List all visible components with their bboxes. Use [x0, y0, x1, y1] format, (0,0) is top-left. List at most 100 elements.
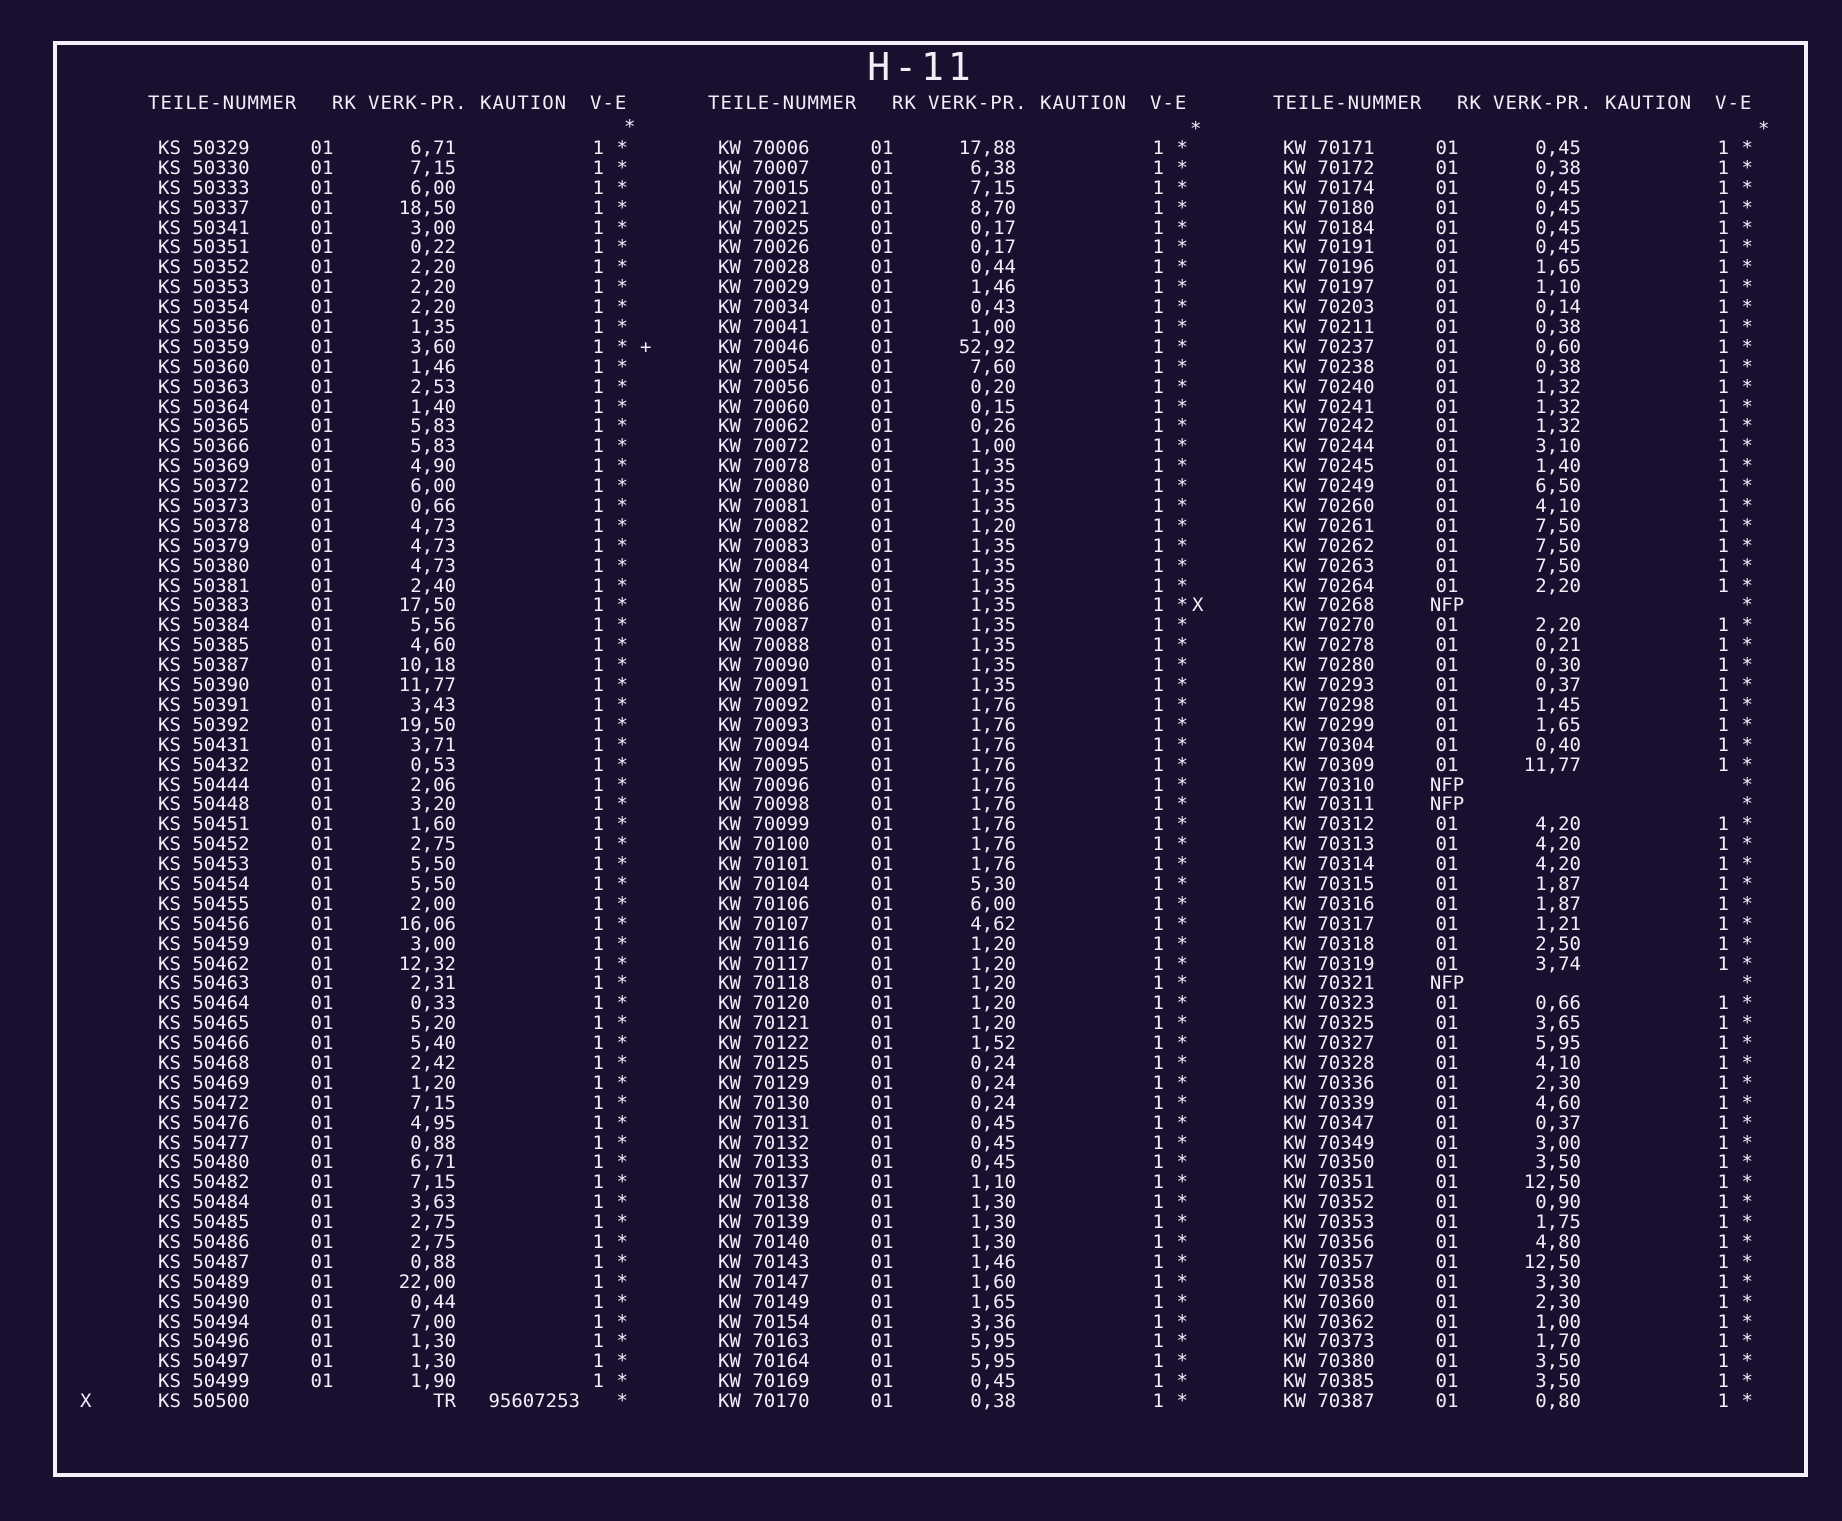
row-star: * [1176, 1051, 1188, 1074]
part-number: KW 70313 [1283, 833, 1375, 856]
row-star: * [616, 276, 628, 299]
table-row: KW 70323 01 0,66 1 * [1205, 993, 1779, 1013]
sale-price: 0,45 [1535, 196, 1581, 219]
rk-code: 01 [870, 574, 894, 597]
table-row: KW 70116 01 1,20 1 * [640, 934, 1214, 954]
kaution [460, 1033, 580, 1053]
row-flag [1753, 1272, 1779, 1292]
part-number: KS 50341 [158, 216, 250, 239]
v-e-quantity: 1 [592, 455, 604, 478]
sale-price: 0,24 [970, 1071, 1016, 1094]
table-row: KS 50379 01 4,73 1 * [80, 536, 654, 556]
v-e-quantity: 1 [1717, 296, 1729, 319]
part-number: KW 70093 [718, 713, 810, 736]
row-mark [80, 397, 158, 417]
rk-code: 01 [870, 952, 894, 975]
row-star: * [616, 614, 628, 637]
table-row: KW 70241 01 1,32 1 * [1205, 397, 1779, 417]
rk-code: 01 [310, 693, 334, 716]
row-flag [1753, 655, 1779, 675]
part-number: KW 70095 [718, 753, 810, 776]
kaution [1020, 1232, 1140, 1252]
kaution [1020, 576, 1140, 596]
part-number: KW 70357 [1283, 1250, 1375, 1273]
v-e-quantity: 1 [1152, 256, 1164, 279]
header-v-e: V-E [1715, 92, 1753, 114]
rk-code: 01 [310, 773, 334, 796]
part-number: KW 70130 [718, 1091, 810, 1114]
part-number: KW 70196 [1283, 256, 1375, 279]
part-number: KS 50484 [158, 1191, 250, 1214]
v-e-quantity: 1 [592, 773, 604, 796]
row-star: * [616, 853, 628, 876]
v-e-quantity: 1 [1717, 375, 1729, 398]
row-mark [1205, 635, 1283, 655]
row-flag [1753, 496, 1779, 516]
rk-code: 01 [1435, 276, 1459, 299]
row-mark [640, 1371, 718, 1391]
table-row: KW 70249 01 6,50 1 * [1205, 476, 1779, 496]
part-number: KS 50330 [158, 156, 250, 179]
v-e-quantity: 1 [592, 1230, 604, 1253]
row-star: * [616, 1230, 628, 1253]
row-mark [640, 476, 718, 496]
row-mark [1205, 1152, 1283, 1172]
table-row: KS 50462 01 12,32 1 * [80, 954, 654, 974]
rk-code: 01 [870, 1370, 894, 1393]
table-row: KW 70072 01 1,00 1 * [640, 436, 1214, 456]
rk-code: 01 [870, 415, 894, 438]
table-row: KS 50378 01 4,73 1 * [80, 516, 654, 536]
row-star: * [1741, 355, 1753, 378]
row-flag [1753, 675, 1779, 695]
row-flag [1753, 1252, 1779, 1272]
kaution [460, 1093, 580, 1113]
row-mark [640, 198, 718, 218]
sale-price: 7,50 [1535, 534, 1581, 557]
part-number: KW 70026 [718, 236, 810, 259]
kaution [1020, 158, 1140, 178]
rk-code: 01 [310, 992, 334, 1015]
sale-price: 6,50 [1535, 475, 1581, 498]
v-e-quantity [1705, 973, 1729, 993]
rk-code: 01 [870, 1390, 894, 1413]
sale-price: 1,20 [970, 992, 1016, 1015]
kaution [460, 874, 580, 894]
v-e-quantity: 1 [592, 395, 604, 418]
rk-code: 01 [1435, 156, 1459, 179]
row-mark [80, 1073, 158, 1093]
rk-code: 01 [310, 1111, 334, 1134]
kaution [1020, 715, 1140, 735]
rk-code: 01 [1435, 1390, 1459, 1413]
row-mark [640, 635, 718, 655]
row-mark [80, 377, 158, 397]
table-row: KW 70314 01 4,20 1 * [1205, 854, 1779, 874]
row-star: * [1741, 1131, 1753, 1154]
sale-price: 6,38 [970, 156, 1016, 179]
part-number: KW 70280 [1283, 654, 1375, 677]
table-row: KW 70007 01 6,38 1 * [640, 158, 1214, 178]
part-number: KW 70085 [718, 574, 810, 597]
sale-price: 1,20 [970, 972, 1016, 995]
rk-code: 01 [870, 634, 894, 657]
row-star: * [1176, 1012, 1188, 1035]
row-star: * [616, 1051, 628, 1074]
row-mark [80, 1292, 158, 1312]
table-row: KW 70317 01 1,21 1 * [1205, 914, 1779, 934]
kaution [1020, 397, 1140, 417]
sale-price: 1,76 [970, 733, 1016, 756]
part-number: KW 70293 [1283, 674, 1375, 697]
sale-price: 5,20 [410, 1012, 456, 1035]
part-number: KW 70034 [718, 296, 810, 319]
row-mark [1205, 1053, 1283, 1073]
row-mark [80, 655, 158, 675]
row-star: * [616, 1211, 628, 1234]
kaution [1585, 317, 1705, 337]
row-mark [80, 1351, 158, 1371]
column-marker-star: * [1758, 118, 1770, 140]
part-number: KW 70260 [1283, 495, 1375, 518]
sale-price: 2,20 [1535, 574, 1581, 597]
kaution [1020, 854, 1140, 874]
sale-price: 0,40 [1535, 733, 1581, 756]
row-mark [1205, 1312, 1283, 1332]
table-row: KW 70139 01 1,30 1 * [640, 1212, 1214, 1232]
